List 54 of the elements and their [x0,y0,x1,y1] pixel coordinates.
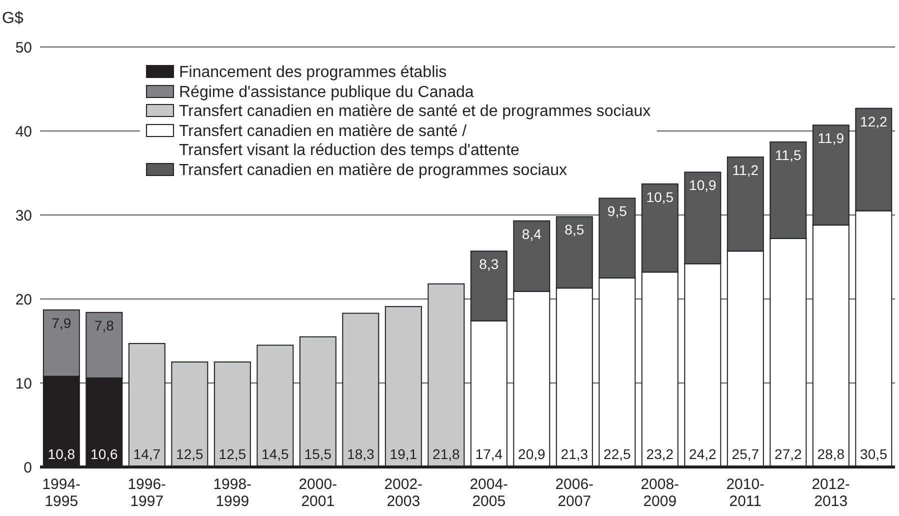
data-label: 10,6 [90,446,118,462]
legend-label: Transfert canadien en matière de santé et de programmes sociaux [179,102,651,122]
x-tick-label: 2000-2001 [298,476,338,510]
x-tick-label: 1996-1997 [128,476,166,510]
legend-label: Financement des programmes établis [179,63,447,82]
x-tick-label: 2006-2007 [555,476,594,510]
data-label: 11,5 [775,146,802,163]
data-label: 19,1 [390,446,418,462]
data-label: 14,5 [262,446,290,462]
y-tick-label: 50 [15,39,32,56]
data-label: 11,2 [732,162,759,178]
data-label: 12,5 [218,446,246,462]
data-label: 10,9 [689,177,717,194]
y-tick-label: 10 [15,375,32,392]
x-tick-label: 2004-2005 [470,476,508,510]
y-axis-title: G$ [2,10,24,28]
legend-label: Transfert canadien en matière de programmes sociaux [179,160,568,180]
data-label: 11,9 [818,130,844,146]
x-tick-label: 2012-2013 [812,476,850,510]
x-tick-label: 2010-2011 [726,476,765,510]
data-label: 15,5 [304,446,332,462]
data-label: 27,2 [774,446,802,462]
data-label: 10,8 [48,446,76,462]
data-label: 8,4 [522,226,542,242]
legend-label: Régime d'assistance publique du Canada [179,82,474,102]
data-label: 22,5 [604,446,632,462]
data-label: 18,3 [347,446,375,462]
legend-label: Transfert canadien en matière de santé / Transfert visant la réduction des temps d'attente [179,122,520,160]
y-tick-label: 20 [15,291,32,308]
x-tick-label: 1994-1995 [42,476,81,510]
data-label: 25,7 [732,446,760,462]
data-label: 28,8 [817,446,845,462]
data-label: 7,9 [52,314,72,331]
y-tick-label: 0 [24,459,32,476]
data-label: 24,2 [689,446,717,462]
data-label: 14,7 [133,446,161,462]
data-label: 17,4 [475,446,503,462]
data-label: 21,8 [432,446,460,462]
x-tick-label: 2002-2003 [384,476,423,510]
data-label: 8,5 [564,222,584,238]
y-tick-label: 40 [15,123,32,140]
data-label: 12,2 [860,113,888,130]
data-label: 7,8 [94,317,114,334]
data-label: 30,5 [860,446,888,462]
data-label: 10,5 [646,188,674,205]
y-tick-label: 30 [15,207,32,224]
x-tick-label: 2008-2009 [640,476,680,510]
data-label: 21,3 [560,446,588,462]
data-label: 8,3 [479,256,499,272]
data-label: 23,2 [646,446,674,462]
data-label: 9,5 [607,203,628,220]
data-label: 20,9 [518,446,546,462]
x-tick-label: 1998-1999 [213,476,252,510]
data-label: 12,5 [176,446,204,462]
